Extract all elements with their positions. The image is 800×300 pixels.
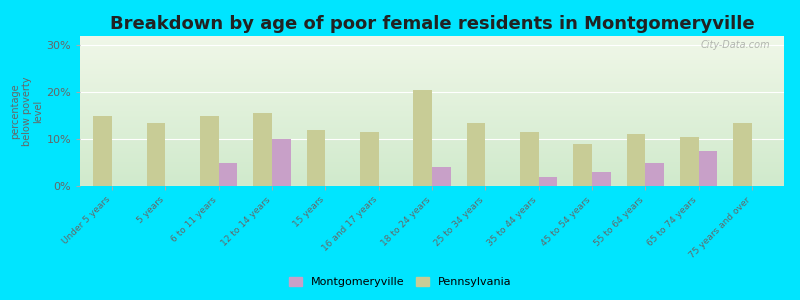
Title: Breakdown by age of poor female residents in Montgomeryville: Breakdown by age of poor female resident… [110,15,754,33]
Bar [574,144,592,186]
Bar [592,172,610,186]
Bar [698,151,718,186]
Bar [306,130,326,186]
Bar [520,132,538,186]
Y-axis label: percentage
below poverty
level: percentage below poverty level [10,76,43,146]
Bar [538,177,558,186]
Bar [432,167,450,186]
Bar [360,132,378,186]
Bar [414,90,432,186]
Bar [646,163,664,186]
Bar [94,116,112,186]
Bar [254,113,272,186]
Bar [626,134,646,186]
Bar [218,163,238,186]
Text: City-Data.com: City-Data.com [700,40,770,50]
Bar [146,123,166,186]
Bar [272,139,290,186]
Bar [680,137,698,186]
Legend: Montgomeryville, Pennsylvania: Montgomeryville, Pennsylvania [284,272,516,291]
Bar [466,123,486,186]
Bar [734,123,752,186]
Bar [200,116,218,186]
